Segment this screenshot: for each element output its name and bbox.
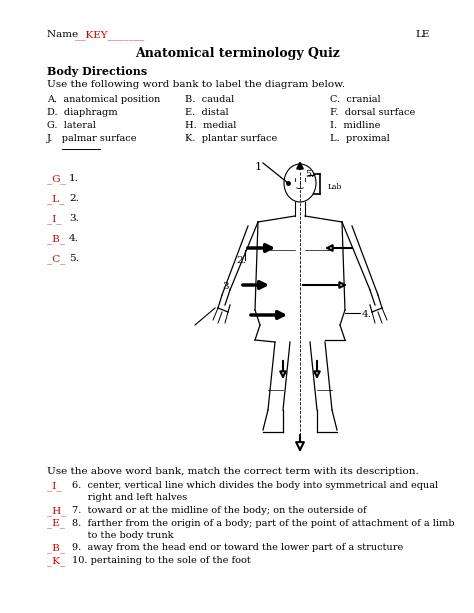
Text: _I_: _I_: [47, 481, 62, 490]
Text: _E_: _E_: [47, 519, 65, 528]
Text: 3.: 3.: [222, 282, 232, 291]
Text: I.  midline: I. midline: [330, 121, 380, 130]
Text: F.  dorsal surface: F. dorsal surface: [330, 108, 415, 117]
Text: right and left halves: right and left halves: [72, 493, 187, 503]
Text: K.  plantar surface: K. plantar surface: [185, 134, 277, 143]
Text: 2.: 2.: [236, 256, 246, 265]
Text: 10. pertaining to the sole of the foot: 10. pertaining to the sole of the foot: [72, 556, 251, 565]
Text: J.   palmar surface: J. palmar surface: [47, 134, 137, 143]
Text: 7.  toward or at the midline of the body; on the outerside of: 7. toward or at the midline of the body;…: [72, 506, 366, 515]
Text: __KEY_______: __KEY_______: [75, 30, 145, 40]
Text: D.  diaphragm: D. diaphragm: [47, 108, 118, 117]
Text: 8.  farther from the origin of a body; part of the point of attachment of a limb: 8. farther from the origin of a body; pa…: [72, 519, 455, 528]
Text: to the body trunk: to the body trunk: [72, 531, 173, 540]
Text: 1: 1: [255, 162, 262, 172]
Text: G.  lateral: G. lateral: [47, 121, 96, 130]
Text: Lab: Lab: [328, 183, 342, 191]
Text: Name: Name: [47, 30, 85, 39]
Text: A.  anatomical position: A. anatomical position: [47, 95, 160, 104]
Text: LE: LE: [415, 30, 429, 39]
Text: _I_: _I_: [47, 214, 62, 224]
Text: 4.: 4.: [362, 310, 372, 319]
Text: 1.: 1.: [69, 174, 79, 183]
Text: Anatomical terminology Quiz: Anatomical terminology Quiz: [135, 47, 339, 60]
Text: 9.  away from the head end or toward the lower part of a structure: 9. away from the head end or toward the …: [72, 544, 403, 552]
Text: H.  medial: H. medial: [185, 121, 237, 130]
Text: L.  proximal: L. proximal: [330, 134, 390, 143]
Text: Body Directions: Body Directions: [47, 66, 147, 77]
Text: E.  distal: E. distal: [185, 108, 228, 117]
Text: 5.: 5.: [69, 254, 79, 263]
Text: B.  caudal: B. caudal: [185, 95, 234, 104]
Text: _B_: _B_: [47, 234, 65, 244]
Text: 4.: 4.: [69, 234, 79, 243]
Text: _C_: _C_: [47, 254, 65, 264]
Text: 5.: 5.: [305, 170, 314, 179]
Text: Use the following word bank to label the diagram below.: Use the following word bank to label the…: [47, 80, 345, 89]
Text: _B_: _B_: [47, 544, 65, 553]
Text: _L_: _L_: [47, 194, 64, 204]
Text: 3.: 3.: [69, 214, 79, 223]
Text: 2.: 2.: [69, 194, 79, 203]
Text: C.  cranial: C. cranial: [330, 95, 381, 104]
Text: 6.  center, vertical line which divides the body into symmetrical and equal: 6. center, vertical line which divides t…: [72, 481, 438, 490]
Text: _K_: _K_: [47, 556, 65, 566]
Text: _H_: _H_: [47, 506, 66, 516]
Text: Use the above word bank, match the correct term with its description.: Use the above word bank, match the corre…: [47, 467, 419, 476]
Text: _G_: _G_: [47, 174, 66, 184]
